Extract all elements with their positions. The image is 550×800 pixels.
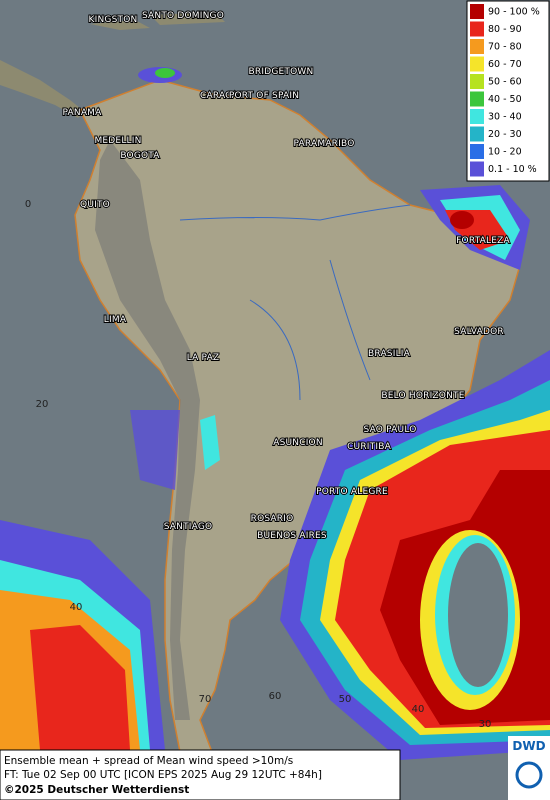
city-label: SANTIAGO bbox=[164, 522, 213, 532]
legend-label: 60 - 70 bbox=[488, 59, 522, 70]
city-label: SAO PAULO bbox=[364, 425, 417, 435]
wind-areas bbox=[0, 67, 550, 760]
legend-swatch bbox=[470, 4, 484, 19]
logo: DWD bbox=[512, 739, 545, 753]
city-label: KINGSTON bbox=[89, 15, 138, 25]
latitude-label: 20 bbox=[36, 399, 49, 410]
legend-label: 0.1 - 10 % bbox=[488, 164, 537, 175]
land bbox=[90, 12, 225, 30]
legend-swatch bbox=[470, 144, 484, 159]
longitude-label: 50 bbox=[339, 694, 352, 705]
longitude-label: 70 bbox=[199, 694, 212, 705]
legend-swatch bbox=[470, 109, 484, 124]
legend-swatch bbox=[470, 126, 484, 142]
legend-label: 10 - 20 bbox=[488, 147, 522, 158]
legend-label: 40 - 50 bbox=[488, 94, 522, 105]
city-label: LA PAZ bbox=[187, 353, 220, 363]
logo-box bbox=[508, 736, 550, 800]
city-label: PANAMA bbox=[62, 108, 102, 118]
andes bbox=[95, 140, 200, 720]
city-label: MEDELLIN bbox=[94, 136, 141, 146]
city-label: BUENOS AIRES bbox=[257, 531, 327, 541]
legend-swatch bbox=[470, 21, 484, 37]
logo-icon bbox=[515, 761, 543, 789]
city-label: BOGOTA bbox=[120, 151, 160, 161]
city-label: LIMA bbox=[104, 315, 127, 325]
city-label: SALVADOR bbox=[454, 327, 504, 337]
city-label: BRIDGETOWN bbox=[249, 67, 314, 77]
city-label: FORTALEZA bbox=[456, 236, 510, 246]
legend-label: 30 - 40 bbox=[488, 112, 522, 123]
city-label: ROSARIO bbox=[251, 514, 294, 524]
city-label: PORT OF SPAIN bbox=[229, 91, 299, 101]
city-label: BELO HORIZONTE bbox=[381, 391, 464, 401]
legend-label: 70 - 80 bbox=[488, 42, 522, 53]
latitude-label: 0 bbox=[25, 199, 31, 210]
legend-label: 90 - 100 % bbox=[488, 7, 540, 18]
city-label: QUITO bbox=[80, 200, 110, 210]
city-label: ASUNCION bbox=[273, 438, 323, 448]
rivers bbox=[179, 204, 411, 401]
legend-label: 20 - 30 bbox=[488, 129, 522, 140]
longitude-label: 60 bbox=[269, 691, 282, 702]
city-label: CARACAS bbox=[200, 91, 244, 101]
longitude-label: 40 bbox=[412, 704, 425, 715]
city-label: BRASILIA bbox=[368, 349, 411, 359]
legend-swatch bbox=[470, 74, 484, 89]
land bbox=[0, 60, 85, 118]
caption-line: Ensemble mean + spread of Mean wind spee… bbox=[4, 755, 293, 767]
legend-swatch bbox=[470, 91, 484, 107]
legend-label: 80 - 90 bbox=[488, 24, 522, 35]
continent bbox=[74, 79, 521, 753]
city-label: CURITIBA bbox=[347, 442, 392, 452]
caption-line: FT: Tue 02 Sep 00 UTC [ICON EPS 2025 Aug… bbox=[4, 769, 322, 781]
caption-line: ©2025 Deutscher Wetterdienst bbox=[4, 784, 189, 796]
city-label: PARAMARIBO bbox=[294, 139, 355, 149]
latitude-label: 40 bbox=[70, 602, 83, 613]
legend-swatch bbox=[470, 161, 484, 177]
city-label: SANTO DOMINGO bbox=[142, 11, 224, 21]
legend-swatch bbox=[470, 56, 484, 72]
caption-box bbox=[0, 749, 401, 800]
city-label: PORTO ALEGRE bbox=[316, 487, 388, 497]
legend-swatch bbox=[470, 39, 484, 54]
legend-label: 50 - 60 bbox=[488, 77, 522, 88]
longitude-label: 30 bbox=[479, 719, 492, 730]
